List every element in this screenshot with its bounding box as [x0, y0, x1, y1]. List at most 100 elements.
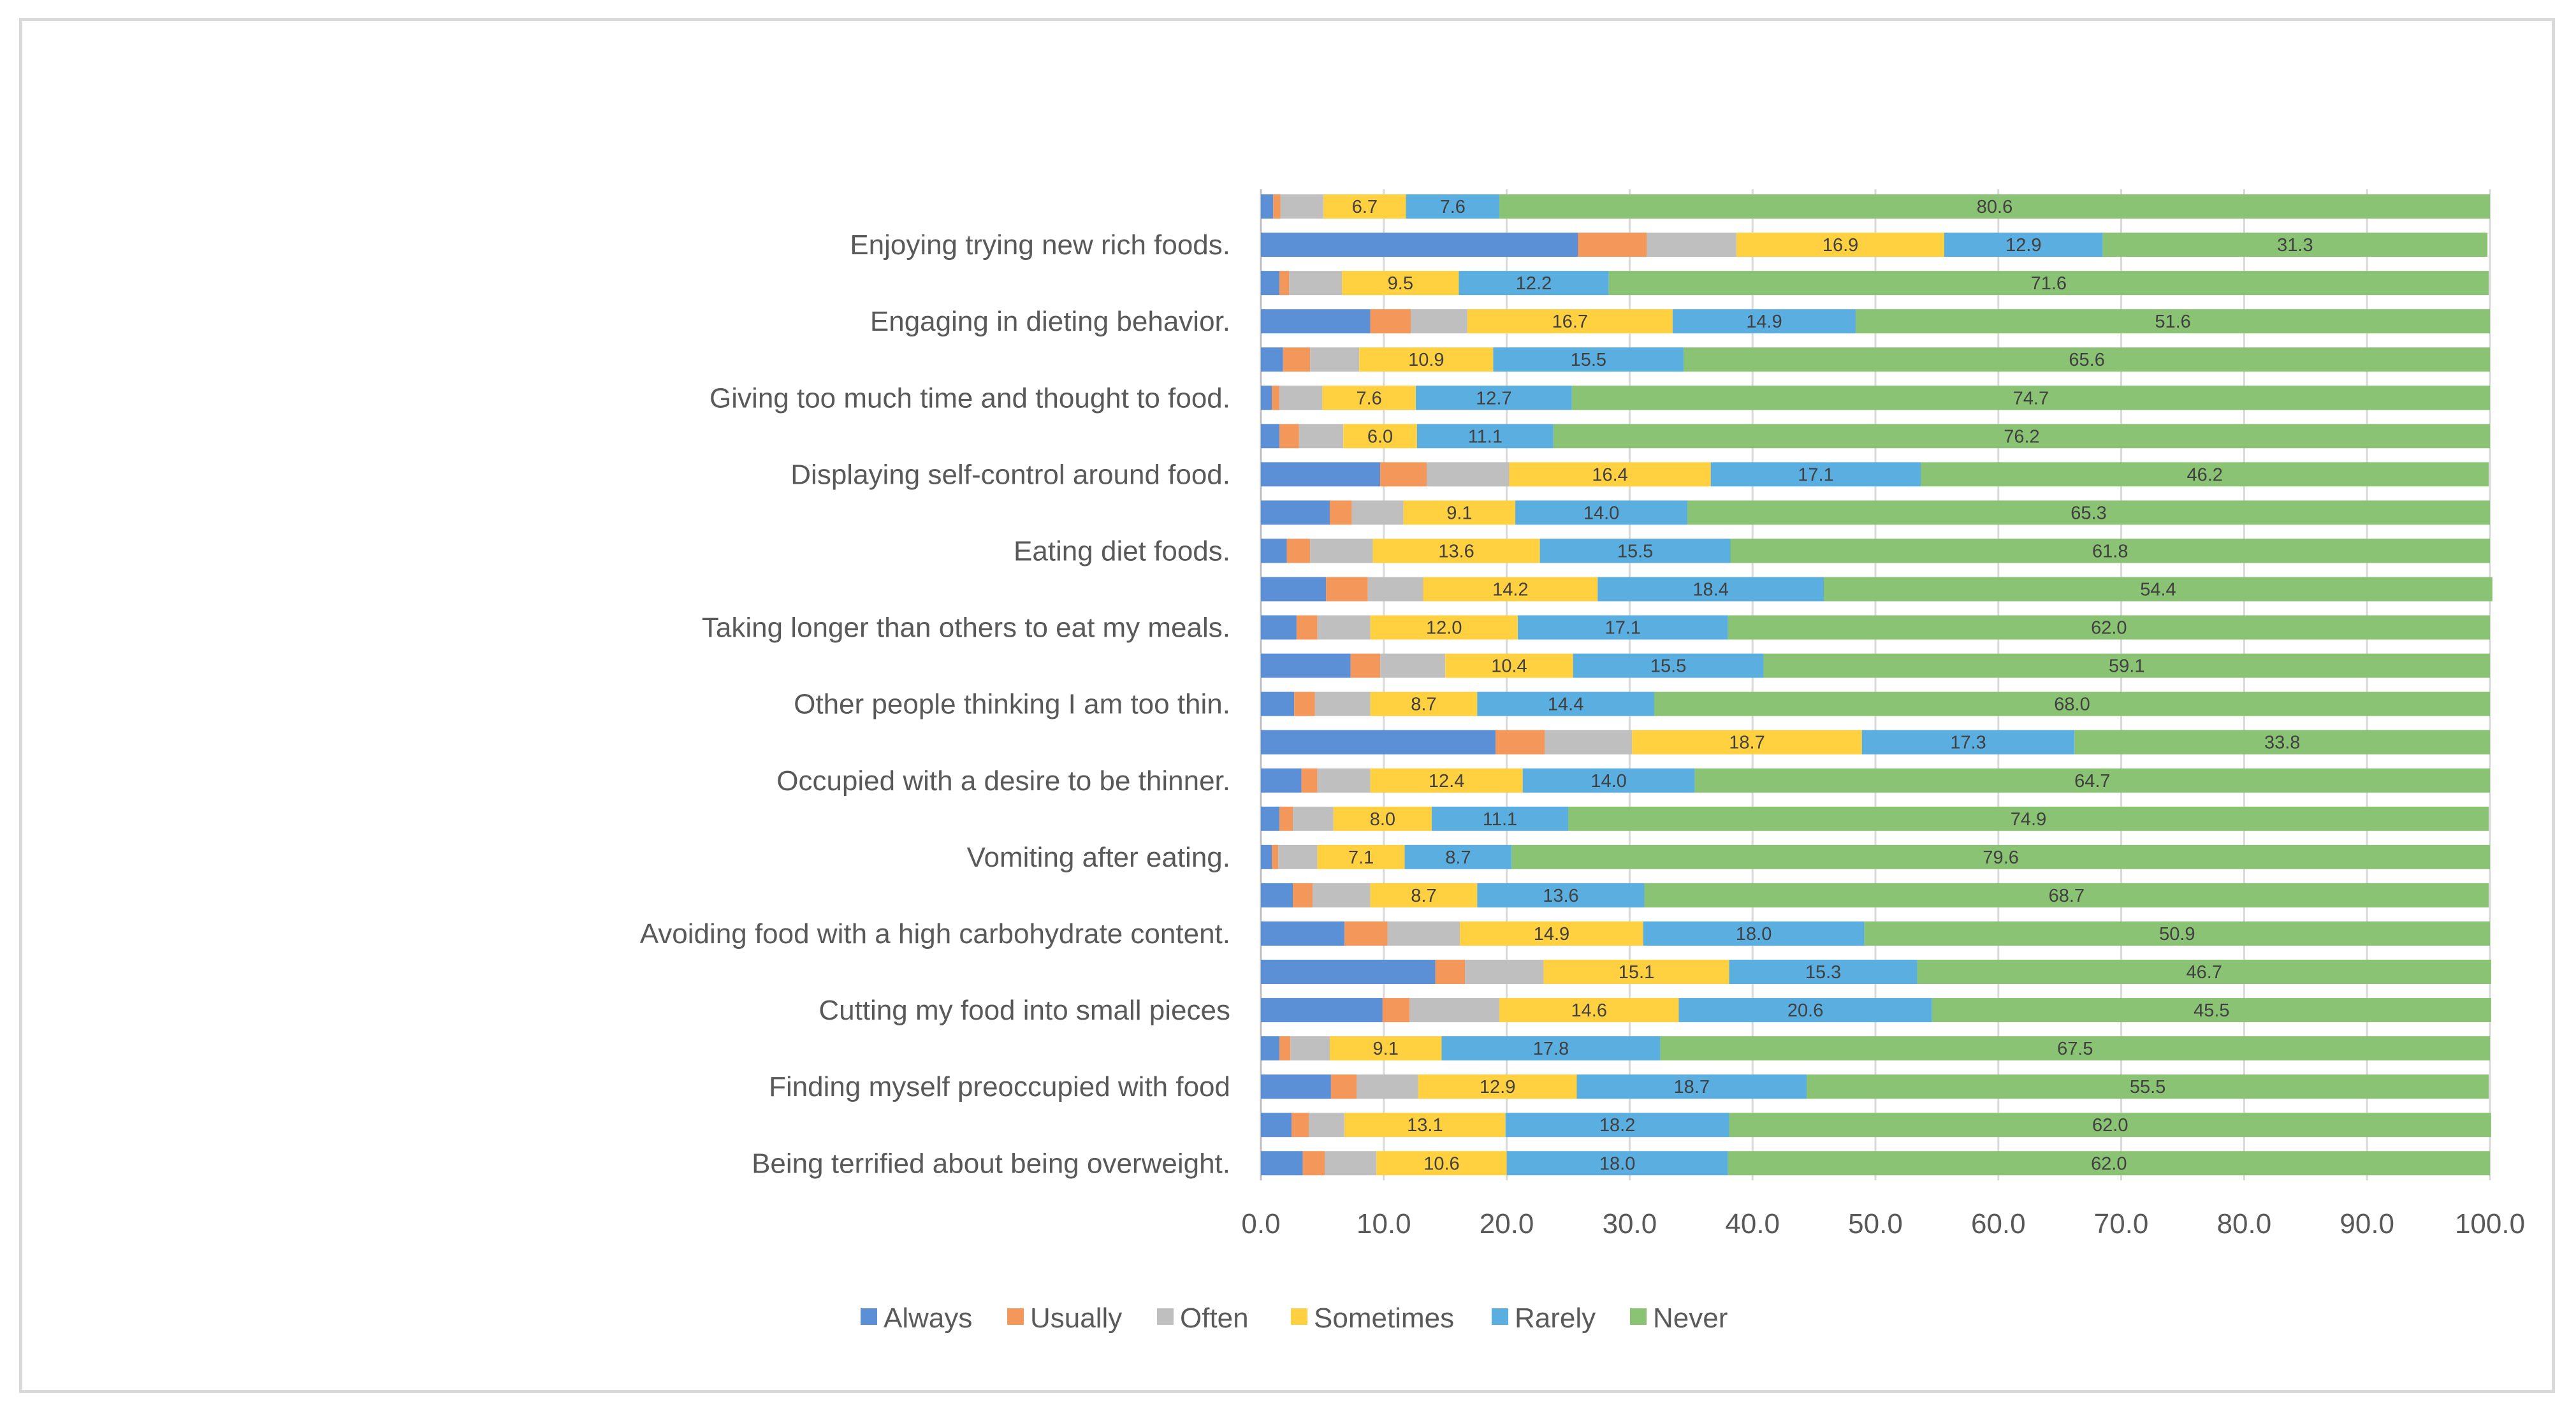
bar-segment-never [1763, 653, 2490, 678]
bar-segment-never [1684, 347, 2490, 372]
bar-segment-always [1261, 691, 1295, 716]
bar-segment-always [1261, 615, 1297, 640]
data-label: 65.6 [2069, 350, 2104, 370]
category-label: Engaging in dieting behavior. [870, 306, 1230, 337]
data-label: 14.4 [1548, 695, 1583, 715]
data-label: 7.6 [1440, 197, 1466, 217]
gridlines [1260, 189, 2491, 1181]
data-label: 7.1 [1348, 848, 1374, 868]
category-label: Displaying self-control around food. [790, 459, 1230, 490]
bar-segment-often [1317, 768, 1371, 793]
data-label: 9.1 [1446, 503, 1472, 523]
data-label: 14.0 [1583, 503, 1619, 523]
bar-segment-usually [1279, 271, 1290, 296]
bar-segment-rarely [1672, 309, 1856, 334]
category-label: Taking longer than others to eat my meal… [702, 612, 1230, 644]
data-label: 61.8 [2092, 541, 2128, 561]
data-label: 62.0 [2091, 618, 2127, 639]
data-label: 14.9 [1746, 312, 1782, 332]
data-label: 64.7 [2074, 771, 2110, 791]
bar-segment-sometimes [1370, 768, 1523, 793]
bar-segment-sometimes [1370, 615, 1518, 640]
data-label: 8.7 [1411, 695, 1436, 715]
bar-segment-always [1261, 233, 1578, 257]
category-label: Vomiting after eating. [967, 842, 1230, 873]
bar-segment-always [1261, 806, 1279, 831]
bar-segment-rarely [1506, 1151, 1728, 1176]
bar-segment-often [1325, 1151, 1377, 1176]
bar-segment-sometimes [1359, 347, 1494, 372]
bar-segment-sometimes [1736, 233, 1944, 257]
bar-segment-always [1261, 1113, 1292, 1138]
legend-label: Rarely [1515, 1303, 1596, 1334]
bar-segment-sometimes [1632, 730, 1862, 755]
bar-segment-always [1261, 730, 1496, 755]
data-label: 8.0 [1370, 809, 1395, 830]
bar-segment-usually [1301, 768, 1318, 793]
bar-segment-often [1289, 271, 1343, 296]
bar-segment-always [1261, 998, 1383, 1023]
bar-segment-usually [1283, 347, 1311, 372]
data-label: 18.2 [1599, 1115, 1635, 1136]
bar-segment-always [1261, 1074, 1331, 1099]
data-label: 46.7 [2187, 962, 2222, 983]
bar-segment-often [1279, 386, 1323, 410]
legend-swatch [1291, 1308, 1307, 1325]
data-label: 18.4 [1692, 580, 1728, 600]
data-label: 12.2 [1516, 273, 1552, 294]
data-label: 14.2 [1492, 580, 1528, 600]
bar-segment-often [1293, 806, 1334, 831]
data-label: 15.1 [1619, 962, 1654, 983]
bar-segment-never [1654, 691, 2490, 716]
bar-segment-often [1317, 615, 1371, 640]
bar-segment-rarely [1515, 500, 1688, 525]
data-label: 16.7 [1552, 312, 1588, 332]
data-label: 45.5 [2194, 1001, 2229, 1021]
bar-segment-often [1312, 883, 1371, 907]
bar-segment-rarely [1539, 538, 1731, 563]
data-label: 62.0 [2092, 1115, 2128, 1136]
category-label: Cutting my food into small pieces [819, 995, 1230, 1026]
data-label: 80.6 [1977, 197, 2012, 217]
data-label: 74.9 [2011, 809, 2046, 830]
bar-segment-always [1261, 500, 1330, 525]
bar-segment-never [1856, 309, 2490, 334]
bar-segment-usually [1292, 1113, 1309, 1138]
bar-segment-rarely [1477, 691, 1654, 716]
bar-area: 6.7 7.6 80.6 16.9 12.9 31.3 9.5 12.2 71.6 16.7 14.… [1261, 194, 2492, 1176]
bar-segment-sometimes [1370, 883, 1478, 907]
bar-segment-rarely [1493, 347, 1684, 372]
data-label: 16.9 [1823, 235, 1858, 256]
x-tick-label: 70.0 [2094, 1208, 2149, 1239]
bar-segment-sometimes [1460, 921, 1643, 946]
data-label: 55.5 [2130, 1077, 2165, 1097]
bar-segment-often [1310, 538, 1373, 563]
bar-segment-sometimes [1467, 309, 1673, 334]
bar-segment-rarely [1729, 960, 1917, 984]
bar-segment-usually [1286, 538, 1311, 563]
x-tick-label: 80.0 [2217, 1208, 2272, 1239]
bar-segment-never [2102, 233, 2488, 257]
data-label: 46.2 [2187, 465, 2222, 485]
bar-segment-usually [1294, 691, 1315, 716]
bar-segment-usually [1382, 998, 1410, 1023]
bar-segment-often [1280, 194, 1324, 219]
data-label: 20.6 [1787, 1001, 1823, 1021]
bar-segment-often [1357, 1074, 1418, 1099]
bar-segment-usually [1578, 233, 1647, 257]
bar-segment-rarely [1861, 730, 2075, 755]
bar-segment-always [1261, 424, 1279, 449]
data-label: 68.7 [2049, 886, 2085, 906]
bar-segment-rarely [1406, 194, 1500, 219]
bar-segment-often [1310, 347, 1360, 372]
bar-segment-usually [1302, 1151, 1325, 1176]
bar-segment-sometimes [1329, 1036, 1442, 1061]
bar-segment-usually [1293, 883, 1313, 907]
bar-segment-usually [1350, 653, 1381, 678]
bar-segment-sometimes [1333, 806, 1432, 831]
bar-segment-sometimes [1445, 653, 1573, 678]
bar-segment-never [1921, 462, 2489, 487]
x-tick-label: 20.0 [1480, 1208, 1534, 1239]
data-label: 74.7 [2013, 388, 2049, 408]
bar-segment-never [1728, 1151, 2490, 1176]
